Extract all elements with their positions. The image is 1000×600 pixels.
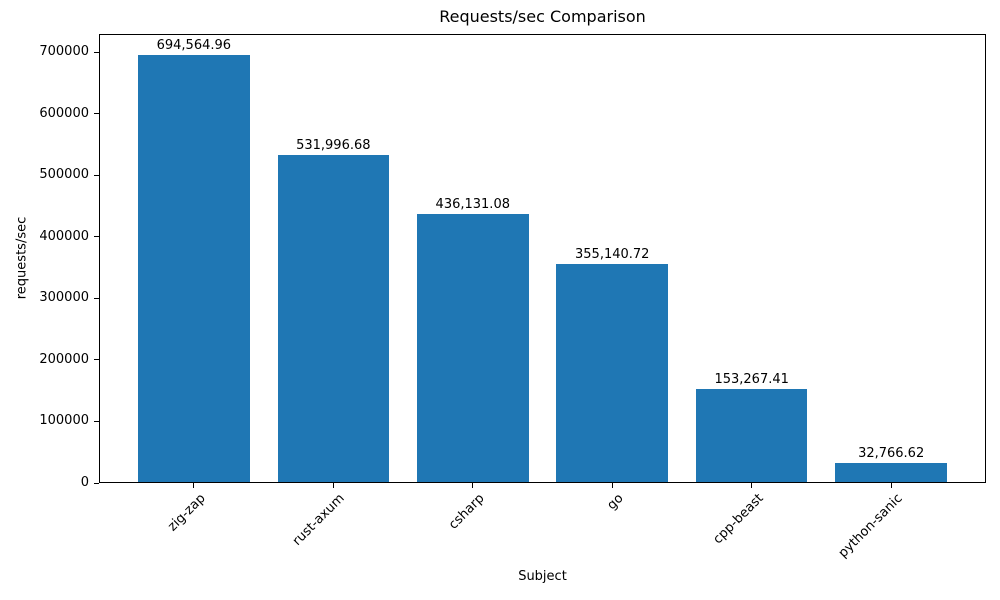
x-tick-mark: [611, 483, 613, 488]
y-tick-label: 500000: [39, 167, 89, 183]
x-tick-mark: [751, 483, 753, 488]
y-tick-label: 400000: [39, 228, 89, 244]
bar-rust-axum: [277, 155, 390, 483]
x-tick-mark: [890, 483, 892, 488]
x-tick-label-cpp-beast: cpp-beast: [710, 491, 767, 548]
bar-value-label-python-sanic: 32,766.62: [858, 445, 925, 461]
x-tick-mark: [332, 483, 334, 488]
bar-go: [556, 264, 668, 483]
x-tick-label-zig-zap: zig-zap: [165, 491, 209, 535]
y-tick-mark: [94, 236, 99, 238]
x-tick-label-python-sanic: python-sanic: [835, 491, 906, 561]
x-tick-mark: [472, 483, 474, 488]
bar-value-label-go: 355,140.72: [575, 247, 650, 263]
bar-value-label-rust-axum: 531,996.68: [296, 138, 371, 154]
bar-csharp: [416, 214, 529, 483]
chart-title: Requests/sec Comparison: [439, 7, 646, 26]
bar-zig-zap: [138, 55, 250, 483]
y-tick-label: 100000: [39, 413, 89, 429]
y-tick-mark: [94, 482, 99, 484]
x-axis-label: Subject: [518, 569, 567, 584]
y-tick-mark: [94, 297, 99, 299]
x-tick-label-go: go: [604, 491, 627, 514]
bar-cpp-beast: [695, 388, 808, 483]
x-tick-label-csharp: csharp: [445, 491, 488, 533]
bar-value-label-csharp: 436,131.08: [435, 197, 510, 213]
y-tick-mark: [94, 174, 99, 176]
bar-value-label-cpp-beast: 153,267.41: [714, 371, 789, 387]
y-tick-mark: [94, 420, 99, 422]
bar-python-sanic: [835, 462, 947, 483]
x-tick-mark: [193, 483, 195, 488]
y-tick-label: 200000: [39, 351, 89, 367]
y-tick-label: 700000: [39, 44, 89, 60]
y-tick-mark: [94, 51, 99, 53]
y-tick-label: 0: [80, 475, 89, 490]
y-tick-label: 300000: [39, 290, 89, 306]
y-tick-mark: [94, 113, 99, 115]
bar-value-label-zig-zap: 694,564.96: [156, 38, 232, 54]
y-tick-label: 600000: [39, 105, 89, 121]
x-tick-label-rust-axum: rust-axum: [290, 491, 348, 549]
y-tick-mark: [94, 359, 99, 361]
